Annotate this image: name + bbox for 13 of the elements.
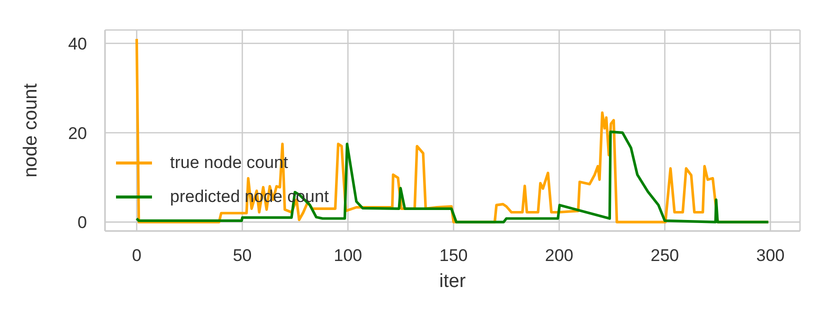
y-tick-label: 20 [68, 124, 87, 143]
x-tick-label: 200 [544, 246, 574, 266]
x-tick-label: 50 [232, 246, 252, 266]
x-tick-label: 0 [132, 246, 142, 266]
x-tick-label: 250 [650, 246, 679, 266]
x-tick-label: 100 [334, 246, 362, 266]
y-axis-title: node count [20, 82, 42, 178]
y-tick-label: 40 [68, 34, 87, 54]
x-tick-label: 300 [756, 246, 785, 266]
line-series [135, 130, 770, 224]
x-axis-title: iter [439, 271, 466, 292]
y-tick-label: 0 [78, 213, 87, 232]
x-tick-label: 150 [439, 246, 468, 266]
